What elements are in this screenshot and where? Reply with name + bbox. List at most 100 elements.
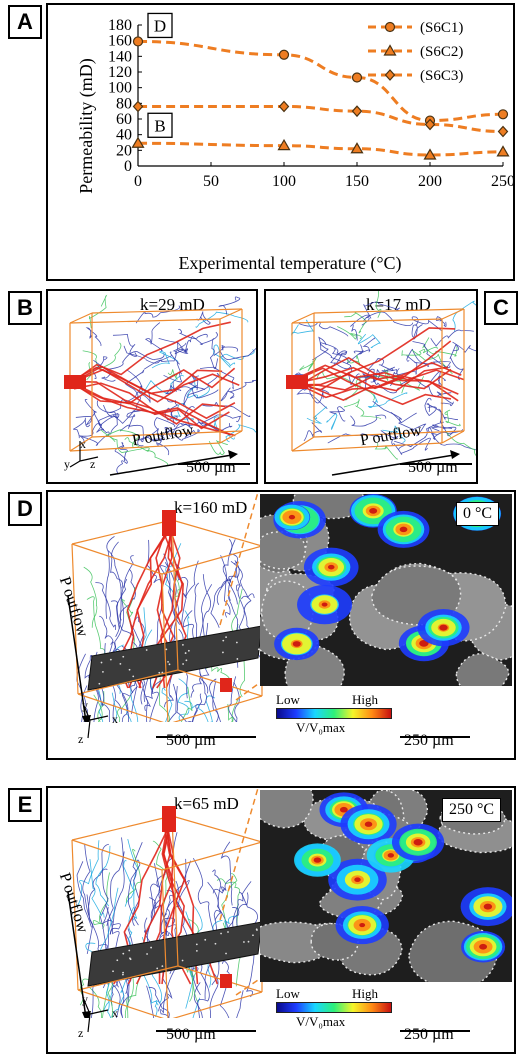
panel-b-axis-y: y [64, 457, 70, 471]
streamline [361, 311, 414, 327]
streamline [160, 565, 176, 644]
cube-edge [161, 869, 169, 1018]
panel-d-axis-z: z [78, 732, 84, 746]
streamline [372, 400, 417, 424]
streamline [146, 985, 155, 1018]
streamline [227, 703, 234, 722]
streamline [210, 338, 218, 370]
cube-edge [291, 436, 315, 452]
velocity-hotspot [479, 943, 488, 950]
streamline [110, 541, 123, 589]
streamline [93, 359, 116, 382]
velocity-hotspot [359, 923, 366, 928]
legend-label: (S6C3) [420, 68, 463, 84]
flow-arrow [331, 454, 455, 476]
panel-d-scale-text: 500 µm [166, 732, 216, 749]
velocity-hotspot [419, 639, 429, 647]
streamline-fast [295, 327, 456, 391]
panel-e-micro-scale-text: 250 µm [404, 1026, 454, 1043]
slice-speck [161, 965, 164, 968]
slice-speck [98, 682, 101, 685]
streamline [96, 400, 116, 418]
streamline [422, 337, 458, 357]
panel-e-velocity-map [260, 790, 512, 982]
inlet [286, 375, 308, 389]
inlet [162, 806, 176, 832]
streamline [444, 409, 461, 427]
panel-e-micro-scale-bar [400, 1030, 470, 1032]
streamline [212, 680, 219, 722]
streamline [228, 676, 237, 722]
data-point [423, 148, 437, 160]
slice-speck [112, 970, 114, 973]
streamline [192, 858, 215, 933]
slice-speck [225, 952, 227, 955]
streamline [124, 437, 169, 466]
streamline [76, 861, 92, 928]
streamline [92, 872, 110, 929]
y-tick-label: 100 [108, 80, 132, 97]
streamline [411, 324, 423, 340]
streamline [362, 366, 395, 391]
cube-edge [313, 308, 465, 314]
streamline [125, 704, 132, 722]
velocity-hotspot [387, 853, 395, 858]
slice-speck [181, 959, 184, 962]
cube-edge [171, 519, 263, 547]
panel-d-axis-x: x [112, 712, 118, 726]
streamline [93, 694, 103, 722]
slice-speck [195, 943, 198, 946]
panel-d-micro-scale-bar [400, 736, 470, 738]
panel-b-permeability: k=29 mD [140, 295, 205, 314]
outlet [220, 678, 232, 692]
slice-speck [168, 663, 171, 666]
streamline [208, 440, 228, 456]
panel-e-axis-y: y [82, 992, 88, 1006]
cube-edge [313, 430, 465, 438]
streamline [329, 406, 346, 422]
streamline [95, 845, 111, 907]
streamline [89, 294, 108, 329]
slice-speck [165, 648, 168, 651]
grain [260, 790, 314, 829]
data-point [351, 105, 363, 118]
streamline [107, 550, 122, 638]
data-point [132, 100, 144, 113]
streamline [119, 568, 136, 621]
slice-speck [158, 671, 161, 674]
y-tick-label: 120 [108, 64, 132, 81]
slice-speck [119, 662, 122, 665]
streamline [83, 566, 98, 628]
data-point [351, 72, 363, 83]
streamline [123, 860, 135, 907]
slice-speck [128, 949, 131, 952]
y-tick-label: 20 [116, 142, 132, 159]
slice-speck [214, 942, 217, 945]
panel-b-scale-bar [178, 463, 250, 465]
streamline [218, 296, 241, 315]
x-tick-label: 250 [491, 173, 513, 190]
flow-arrow [67, 891, 87, 1018]
panel-d-scale-bar [156, 736, 256, 738]
velocity-hotspot [321, 602, 328, 607]
data-point [277, 138, 291, 151]
slice-speck [204, 938, 207, 941]
y-tick-label: 140 [108, 48, 132, 65]
streamline [192, 997, 201, 1018]
streamline [212, 869, 223, 921]
slice-speck [116, 959, 119, 962]
streamline [178, 328, 208, 339]
panel-d-micro-scale-text: 250 µm [404, 732, 454, 749]
streamline [95, 582, 117, 630]
slice-speck [195, 950, 198, 952]
streamline [182, 387, 219, 406]
streamline [190, 647, 210, 698]
annotation-box [147, 112, 173, 138]
streamline [412, 341, 451, 368]
streamline [151, 350, 179, 369]
cross-section-slice [87, 921, 263, 987]
streamline [75, 398, 96, 426]
streamline-fast [73, 365, 236, 420]
streamline [122, 686, 138, 722]
streamline [161, 687, 173, 722]
